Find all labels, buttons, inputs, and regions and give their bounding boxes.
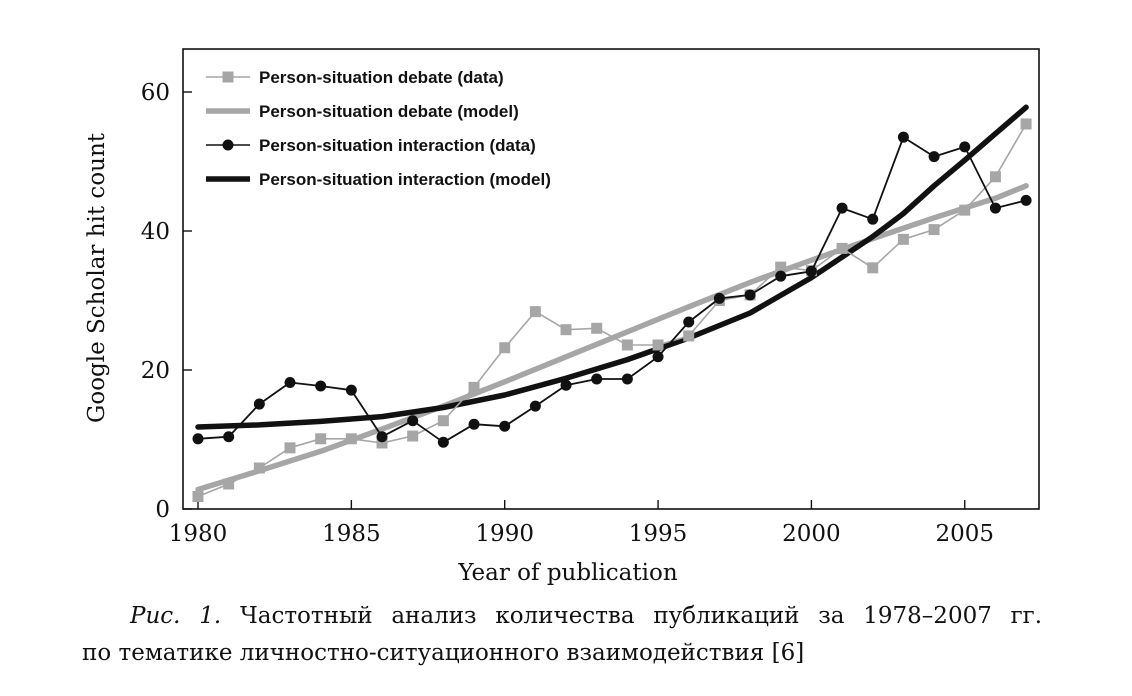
data-point [683, 330, 695, 342]
caption-line-2: по тематике личностно-ситуационного взаи… [82, 640, 805, 666]
y-axis-title: Google Scholar hit count [84, 132, 110, 423]
data-point [652, 339, 664, 351]
x-axis-title: Year of publication [457, 560, 677, 586]
data-point [928, 224, 940, 236]
data-point [499, 342, 511, 354]
data-point [223, 431, 235, 443]
data-point [437, 415, 449, 427]
series-2 [192, 131, 1032, 448]
legend-marker [222, 139, 234, 151]
caption-line-1-text: Частотный анализ количества публикаций з… [239, 603, 1043, 629]
series-line [197, 136, 1027, 444]
data-point [591, 322, 603, 334]
data-point [867, 262, 879, 274]
data-point [775, 270, 787, 282]
legend-item: Person-situation debate (model) [206, 102, 519, 121]
data-point [407, 430, 419, 442]
data-point [836, 202, 848, 214]
data-point [959, 141, 971, 153]
legend-marker [222, 71, 234, 83]
data-point [1020, 118, 1032, 130]
x-tick-label: 1985 [322, 521, 381, 547]
data-point [621, 339, 633, 351]
data-point [253, 462, 265, 474]
data-point [867, 213, 879, 225]
legend-label: Person-situation interaction (data) [259, 136, 536, 155]
data-point [284, 442, 296, 454]
legend-label: Person-situation interaction (model) [259, 170, 551, 189]
data-point [560, 324, 572, 336]
data-point [897, 233, 909, 245]
legend: Person-situation debate (data) Person-sit… [206, 68, 551, 189]
legend-item: Person-situation interaction (model) [206, 170, 551, 189]
x-tick-label: 1980 [169, 521, 228, 547]
data-point [805, 265, 817, 277]
data-point [499, 420, 511, 432]
y-tick-label: 0 [155, 497, 170, 523]
data-point [1020, 194, 1032, 206]
data-point [253, 398, 265, 410]
data-point [315, 380, 327, 392]
data-point [437, 436, 449, 448]
x-tick-label: 1990 [475, 521, 534, 547]
x-tick-label: 1995 [629, 521, 688, 547]
data-point [468, 418, 480, 430]
caption-label: Рис. 1. [130, 603, 222, 629]
data-point [775, 261, 787, 273]
legend-item: Person-situation debate (data) [206, 68, 504, 87]
data-point [529, 400, 541, 412]
figure-caption: Рис. 1. Частотный анализ количества публ… [82, 598, 1042, 672]
data-point [560, 379, 572, 391]
data-point [836, 242, 848, 254]
legend-label: Person-situation debate (model) [259, 102, 519, 121]
data-point [315, 433, 327, 445]
data-point [529, 306, 541, 318]
data-point [345, 384, 357, 396]
data-point [959, 204, 971, 216]
y-tick-label: 20 [141, 358, 170, 384]
series-1 [195, 183, 1029, 493]
data-point [652, 351, 664, 363]
data-point [468, 381, 480, 393]
series-layer [192, 104, 1032, 502]
data-point [989, 202, 1001, 214]
data-point [223, 478, 235, 490]
data-point [621, 373, 633, 385]
data-point [744, 289, 756, 301]
series-line [197, 123, 1027, 498]
caption-line-1: Рис. 1. Частотный анализ количества публ… [82, 598, 1042, 635]
series-line [195, 183, 1029, 493]
data-point [989, 171, 1001, 183]
data-point [897, 131, 909, 143]
data-point [192, 433, 204, 445]
x-tick-label: 2000 [782, 521, 841, 547]
y-axis: 0 20 40 60 [141, 80, 192, 523]
y-tick-label: 60 [141, 80, 170, 106]
x-axis: 1980 1985 1990 1995 2000 2005 [169, 500, 994, 547]
data-point [345, 433, 357, 445]
data-point [713, 292, 725, 304]
legend-label: Person-situation debate (data) [259, 68, 504, 87]
y-tick-label: 40 [141, 219, 170, 245]
legend-item: Person-situation interaction (data) [206, 136, 536, 155]
data-point [376, 431, 388, 443]
data-point [284, 377, 296, 389]
data-point [928, 151, 940, 163]
data-point [407, 415, 419, 427]
data-point [192, 490, 204, 502]
data-point [376, 437, 388, 449]
x-tick-label: 2005 [935, 521, 994, 547]
data-point [683, 316, 695, 328]
plot-frame [182, 48, 1040, 510]
data-point [591, 373, 603, 385]
